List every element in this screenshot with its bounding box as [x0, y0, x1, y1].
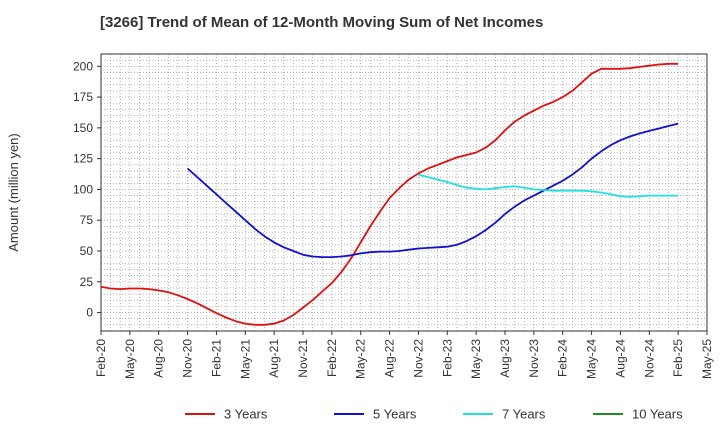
x-tick-label: Nov-22 [411, 339, 425, 378]
x-tick-label: May-20 [123, 339, 137, 379]
y-tick-label: 50 [80, 244, 94, 258]
x-tick-label: Aug-21 [267, 339, 281, 378]
x-tick-label: Feb-21 [209, 339, 223, 377]
x-tick-label: May-24 [585, 339, 599, 379]
y-tick-label: 25 [80, 275, 94, 289]
legend-label-2: 5 Years [373, 407, 417, 422]
plot-frame [100, 53, 708, 332]
y-tick-label: 125 [73, 152, 93, 166]
x-tick-label: May-21 [238, 339, 252, 379]
x-tick-label: Aug-24 [613, 339, 627, 378]
x-tick-label: Feb-23 [440, 339, 454, 377]
x-tick-label: Aug-20 [152, 339, 166, 378]
series-line-2 [186, 122, 679, 258]
y-tick-label: 200 [73, 59, 93, 73]
legend-label-3: 7 Years [502, 407, 546, 422]
x-tick-label: May-22 [354, 339, 368, 379]
y-tick-label: 100 [73, 182, 93, 196]
legend-label-1: 3 Years [224, 407, 268, 422]
x-tick-label: Aug-23 [498, 339, 512, 378]
x-tick-label: Nov-23 [527, 339, 541, 378]
y-tick-label: 175 [73, 90, 93, 104]
x-tick-label: Feb-24 [556, 339, 570, 377]
y-tick-label: 0 [86, 306, 93, 320]
plot-area [101, 54, 707, 331]
y-axis-title: Amount (million yen) [6, 133, 21, 252]
x-tick-label: Feb-25 [671, 339, 685, 377]
legend-label-4: 10 Years [632, 407, 683, 422]
axes: 0 25 50 75 100 125 150 175 200 Feb-20 May-20 Aug-20… [6, 53, 714, 379]
chart-title: [3266] Trend of Mean of 12-Month Moving … [100, 14, 544, 31]
x-tick-label: Nov-24 [642, 339, 656, 378]
series-line-1 [100, 62, 679, 326]
x-tick-label: Feb-20 [94, 339, 108, 377]
series-line-3 [418, 173, 679, 198]
y-tick-label: 75 [80, 213, 94, 227]
legend: 3 Years 5 Years 7 Years 10 Years [185, 407, 683, 422]
y-tick-label: 150 [73, 121, 93, 135]
x-tick-label: May-25 [700, 339, 714, 379]
series-layer [100, 62, 679, 326]
x-tick-label: Aug-22 [383, 339, 397, 378]
x-tick-label: May-23 [469, 339, 483, 379]
x-tick-label: Nov-21 [296, 339, 310, 378]
grid [100, 54, 708, 332]
x-tick-label: Feb-22 [325, 339, 339, 377]
x-tick-label: Nov-20 [181, 339, 195, 378]
